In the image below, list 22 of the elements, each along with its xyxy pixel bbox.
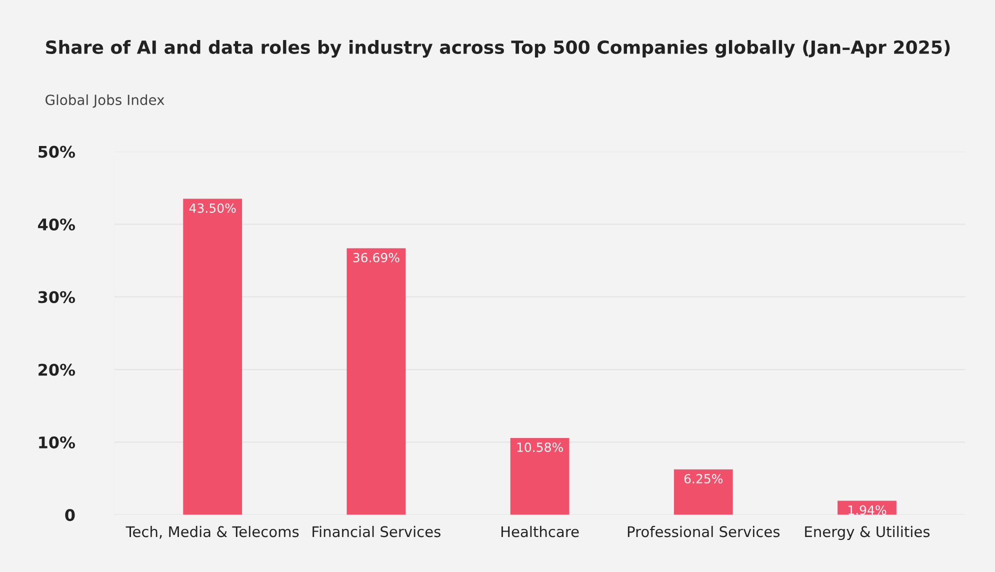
y-tick-label: 50%: [38, 146, 76, 158]
data-label: 43.50%: [189, 203, 236, 213]
data-label: 36.69%: [353, 252, 400, 262]
bar: [346, 248, 406, 515]
y-tick-label: 30%: [38, 291, 76, 304]
data-label: 1.94%: [848, 505, 886, 515]
x-tick-label: Professional Services: [628, 526, 780, 538]
x-tick-label: Energy & Utilities: [805, 526, 930, 540]
bar: [674, 469, 733, 515]
chart-title: Share of AI and data roles by industry across Top 500 Companies globally (Jan–Apr 2025): [46, 40, 950, 58]
data-label: 6.25%: [684, 474, 723, 484]
y-tick-label: 10%: [39, 436, 76, 448]
x-tick-label: Tech, Media & Telecoms: [126, 526, 299, 539]
data-label: 10.58%: [517, 442, 563, 452]
y-tick-label: 40%: [38, 218, 76, 231]
chart-subtitle: Global Jobs Index: [46, 94, 164, 108]
bar: [510, 438, 570, 515]
y-tick-label: 0: [65, 509, 75, 522]
bar: [183, 198, 242, 515]
x-tick-label: Financial Services: [312, 526, 440, 538]
x-tick-label: Healthcare: [501, 526, 579, 538]
y-tick-label: 20%: [38, 364, 76, 376]
